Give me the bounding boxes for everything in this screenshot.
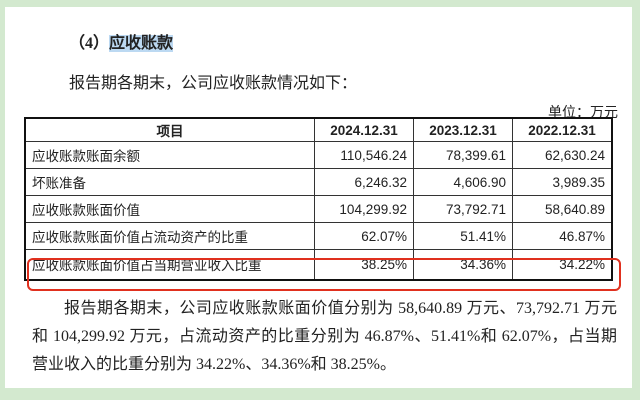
cell: 4,606.90	[413, 168, 513, 196]
cell: 104,299.92	[314, 195, 414, 223]
cell: 62,630.24	[512, 141, 613, 169]
row-label: 坏账准备	[24, 168, 315, 196]
receivables-table: 项目 2024.12.31 2023.12.31 2022.12.31 应收账款…	[24, 117, 613, 281]
header-item: 项目	[24, 117, 315, 142]
cell: 73,792.71	[413, 195, 513, 223]
intro-text: 报告期各期末，公司应收账款情况如下：	[69, 75, 358, 92]
table-row: 坏账准备 6,246.32 4,606.90 3,989.35	[24, 168, 613, 196]
row-label: 应收账款账面价值占流动资产的比重	[24, 222, 315, 250]
table-row: 应收账款账面价值占流动资产的比重 62.07% 51.41% 46.87%	[24, 222, 613, 250]
table-row-highlighted: 应收账款账面价值占当期营业收入比重 38.25% 34.36% 34.22%	[24, 249, 613, 280]
row-label: 应收账款账面价值	[24, 195, 315, 223]
row-label: 应收账款账面余额	[24, 141, 315, 169]
section-title-selected[interactable]: 应收账款	[109, 35, 174, 52]
table-row: 应收账款账面价值 104,299.92 73,792.71 58,640.89	[24, 195, 613, 223]
cell: 38.25%	[314, 249, 414, 280]
cell: 62.07%	[314, 222, 414, 250]
highlight-box	[27, 258, 621, 291]
cell: 51.41%	[413, 222, 513, 250]
table-header-row: 项目 2024.12.31 2023.12.31 2022.12.31	[24, 117, 613, 142]
cell: 6,246.32	[314, 168, 414, 196]
cell: 78,399.61	[413, 141, 513, 169]
header-2023: 2023.12.31	[413, 117, 513, 142]
summary-text: 报告期各期末，公司应收账款账面价值分别为 58,640.89 万元、73,792…	[32, 300, 617, 373]
table-row: 应收账款账面余额 110,546.24 78,399.61 62,630.24	[24, 141, 613, 169]
section-heading: （4）应收账款	[69, 29, 174, 53]
section-number: （4）	[69, 35, 110, 52]
document-page: （4）应收账款 报告期各期末，公司应收账款情况如下： 单位：万元 项目 2024…	[5, 7, 632, 388]
cell: 110,546.24	[314, 141, 414, 169]
header-2022: 2022.12.31	[512, 117, 613, 142]
cell: 46.87%	[512, 222, 613, 250]
cell: 3,989.35	[512, 168, 613, 196]
cell: 34.22%	[512, 249, 613, 280]
row-label: 应收账款账面价值占当期营业收入比重	[24, 249, 315, 280]
cell: 34.36%	[413, 249, 513, 280]
cell: 58,640.89	[512, 195, 613, 223]
header-2024: 2024.12.31	[314, 117, 414, 142]
summary-paragraph: 报告期各期末，公司应收账款账面价值分别为 58,640.89 万元、73,792…	[32, 295, 617, 379]
